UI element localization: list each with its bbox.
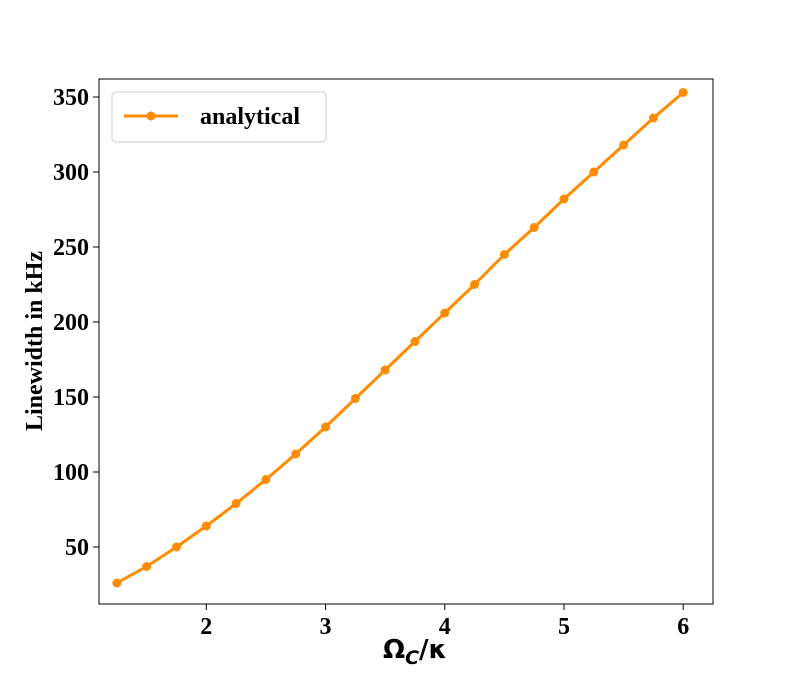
x-tick-label: 5 <box>558 614 570 640</box>
legend: analytical <box>111 91 327 143</box>
data-point <box>589 167 599 177</box>
data-point <box>529 223 539 232</box>
x-axis-label: ΩC/κ <box>383 635 447 669</box>
data-point <box>619 140 629 150</box>
x-tick-label: 4 <box>439 614 451 640</box>
data-point <box>321 422 331 432</box>
y-tick-label: 350 <box>53 85 89 111</box>
data-point <box>171 542 181 552</box>
data-point <box>648 113 658 123</box>
data-point <box>380 365 390 375</box>
data-point <box>678 88 688 97</box>
legend-box <box>111 91 327 143</box>
y-tick-label: 150 <box>53 385 89 411</box>
y-tick-label: 100 <box>53 460 89 486</box>
x-tick-label: 3 <box>320 614 332 640</box>
y-tick-label: 200 <box>53 310 89 336</box>
data-point <box>440 308 450 318</box>
data-point <box>559 194 569 204</box>
data-point <box>142 562 152 571</box>
series-layer <box>112 88 688 588</box>
data-point <box>350 394 360 403</box>
x-tick-label: 6 <box>677 614 689 640</box>
data-point <box>470 280 480 289</box>
data-point <box>112 578 122 588</box>
y-tick-label: 300 <box>53 160 89 186</box>
series-line-analytical <box>116 91 685 585</box>
data-point <box>201 521 211 531</box>
y-axis-label: Linewidth in kHz <box>22 251 48 431</box>
legend-label: analytical <box>200 104 300 130</box>
data-point <box>231 499 241 508</box>
data-point <box>291 449 301 459</box>
data-point <box>410 337 420 346</box>
plot-frame <box>98 78 714 605</box>
y-tick-label: 50 <box>65 535 89 561</box>
data-point <box>261 475 271 484</box>
x-tick-label: 2 <box>200 614 212 640</box>
legend-marker-sample <box>146 111 156 121</box>
data-point <box>499 250 509 259</box>
ticks: 2 3 4 5 6 50 100 150 200 250 300 350 <box>53 85 689 640</box>
y-tick-label: 250 <box>53 235 89 261</box>
